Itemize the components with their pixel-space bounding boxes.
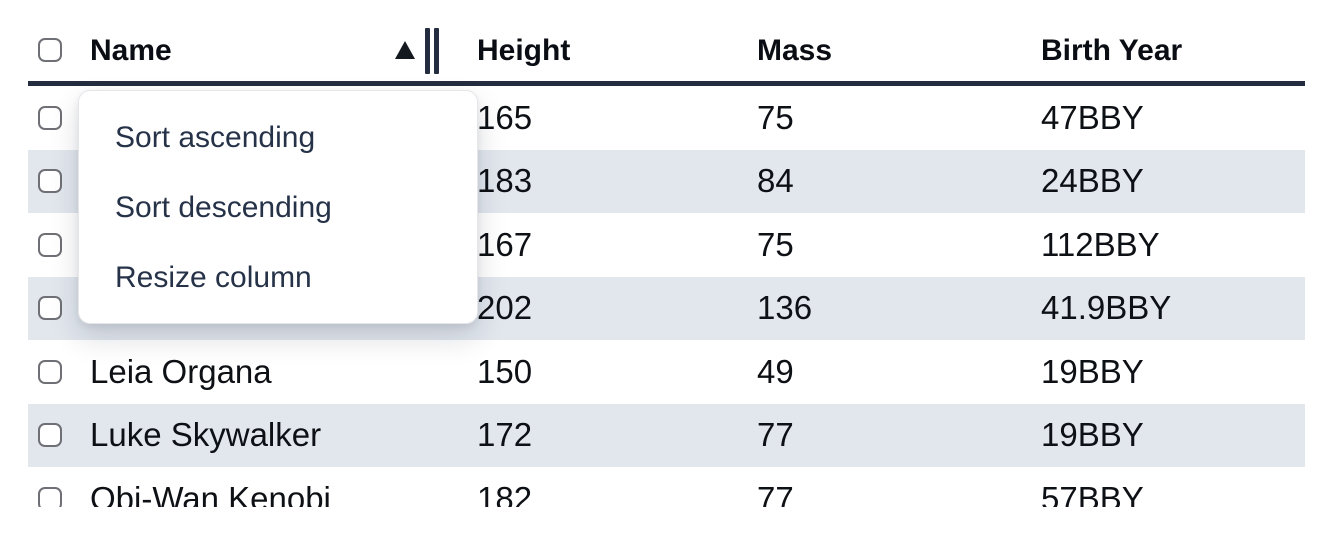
- row-checkbox[interactable]: [38, 486, 62, 507]
- row-select-cell: [28, 359, 90, 384]
- cell-birth-year: 24BBY: [1041, 162, 1144, 200]
- menu-item-sort-ascending[interactable]: Sort ascending: [115, 121, 316, 154]
- cell-height: 182: [477, 479, 533, 507]
- row-checkbox[interactable]: [38, 105, 62, 130]
- cell-birth-year: 19BBY: [1041, 416, 1144, 454]
- cell-height: 165: [477, 98, 533, 136]
- cell-mass: 77: [757, 416, 794, 454]
- cell-height: 150: [477, 352, 533, 390]
- row-select-cell: [28, 296, 90, 321]
- row-select-cell: [28, 169, 90, 194]
- column-context-menu: Sort ascending Sort descending Resize co…: [78, 90, 478, 324]
- row-checkbox[interactable]: [38, 296, 62, 321]
- row-select-cell: [28, 105, 90, 130]
- row-select-cell: [28, 423, 90, 448]
- row-select-cell: [28, 486, 90, 507]
- column-header-name[interactable]: Name: [90, 34, 172, 67]
- table-row[interactable]: Obi-Wan Kenobi 182 77 57BBY: [28, 467, 1305, 507]
- column-resize-handle-icon[interactable]: [425, 28, 439, 74]
- cell-name: Obi-Wan Kenobi: [90, 479, 331, 507]
- table-row[interactable]: Luke Skywalker 172 77 19BBY: [28, 403, 1305, 467]
- cell-birth-year: 57BBY: [1041, 479, 1144, 507]
- cell-mass: 49: [757, 352, 794, 390]
- column-header-height[interactable]: Height: [477, 34, 571, 67]
- cell-mass: 77: [757, 479, 794, 507]
- table-header-row: Name Height Mass Birth Year: [28, 0, 1305, 86]
- cell-birth-year: 41.9BBY: [1041, 289, 1172, 327]
- sort-ascending-icon[interactable]: [395, 41, 415, 59]
- row-checkbox[interactable]: [38, 232, 62, 257]
- select-all-checkbox[interactable]: [38, 38, 62, 62]
- cell-height: 202: [477, 289, 533, 327]
- row-select-cell: [28, 232, 90, 257]
- column-header-mass[interactable]: Mass: [757, 34, 833, 67]
- row-checkbox[interactable]: [38, 359, 62, 384]
- cell-birth-year: 47BBY: [1041, 98, 1144, 136]
- cell-mass: 75: [757, 225, 794, 263]
- cell-mass: 75: [757, 98, 794, 136]
- column-header-birth-year[interactable]: Birth Year: [1041, 34, 1183, 67]
- row-checkbox[interactable]: [38, 169, 62, 194]
- cell-mass: 84: [757, 162, 794, 200]
- cell-birth-year: 19BBY: [1041, 352, 1144, 390]
- menu-item-resize-column[interactable]: Resize column: [115, 261, 312, 294]
- cell-height: 172: [477, 416, 533, 454]
- cell-birth-year: 112BBY: [1041, 225, 1160, 263]
- cell-height: 167: [477, 225, 533, 263]
- row-checkbox[interactable]: [38, 423, 62, 448]
- cell-height: 183: [477, 162, 533, 200]
- cell-name: Leia Organa: [90, 352, 272, 390]
- menu-item-sort-descending[interactable]: Sort descending: [115, 191, 332, 224]
- table-row[interactable]: Leia Organa 150 49 19BBY: [28, 340, 1305, 404]
- cell-name: Luke Skywalker: [90, 416, 322, 454]
- cell-mass: 136: [757, 289, 813, 327]
